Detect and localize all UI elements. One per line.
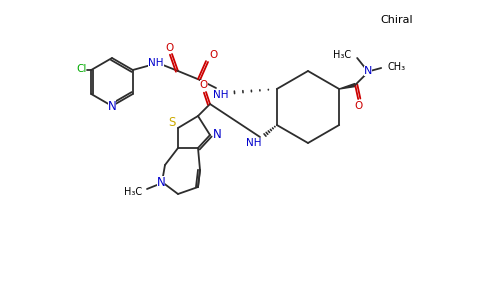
Text: N: N <box>107 100 116 112</box>
Text: NH: NH <box>246 138 262 148</box>
Text: O: O <box>200 80 208 90</box>
Text: Chiral: Chiral <box>380 15 413 25</box>
Text: CH₃: CH₃ <box>387 62 405 72</box>
Polygon shape <box>339 83 356 89</box>
Text: N: N <box>157 176 166 188</box>
Text: NH: NH <box>148 58 164 68</box>
Text: O: O <box>166 43 174 53</box>
Text: NH: NH <box>213 90 229 100</box>
Text: O: O <box>354 101 363 111</box>
Text: H₃C: H₃C <box>333 50 351 60</box>
Text: Cl: Cl <box>76 64 87 74</box>
Text: S: S <box>168 116 176 130</box>
Text: N: N <box>364 66 372 76</box>
Text: O: O <box>209 50 217 60</box>
Text: H₃C: H₃C <box>124 187 142 197</box>
Text: N: N <box>212 128 221 142</box>
